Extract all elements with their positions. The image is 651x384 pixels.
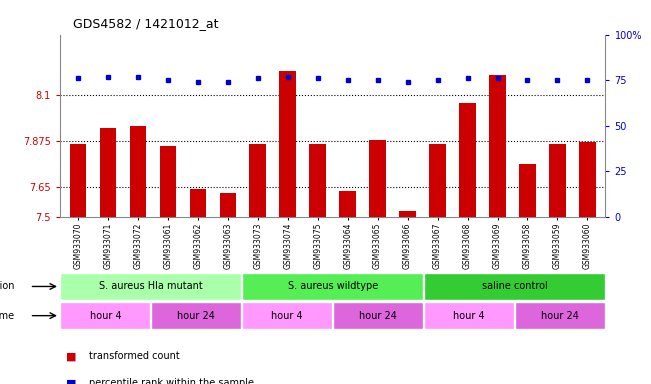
Bar (159, 146, 176, 217)
Text: saline control: saline control (482, 281, 547, 291)
Bar (339, 190, 356, 217)
Bar (242, 273, 423, 300)
Text: percentile rank within the sample: percentile rank within the sample (89, 378, 254, 384)
Bar (579, 142, 596, 217)
Text: hour 24: hour 24 (541, 311, 579, 321)
Text: transformed count: transformed count (89, 351, 180, 361)
Bar (490, 75, 506, 217)
Bar (429, 144, 446, 217)
Bar (333, 302, 423, 329)
Bar (61, 302, 150, 329)
Text: hour 4: hour 4 (453, 311, 485, 321)
Bar (424, 302, 514, 329)
Text: time: time (0, 311, 14, 321)
Bar (515, 302, 605, 329)
Text: infection: infection (0, 281, 14, 291)
Bar (549, 144, 566, 217)
Bar (279, 71, 296, 217)
Text: ■: ■ (66, 351, 77, 361)
Bar (424, 273, 605, 300)
Text: ■: ■ (66, 378, 77, 384)
Bar (152, 302, 241, 329)
Bar (249, 144, 266, 217)
Text: hour 4: hour 4 (271, 311, 303, 321)
Bar (399, 211, 416, 217)
Bar (70, 144, 86, 217)
Text: GDS4582 / 1421012_at: GDS4582 / 1421012_at (73, 17, 219, 30)
Bar (519, 164, 536, 217)
Text: hour 24: hour 24 (177, 311, 215, 321)
Bar (189, 189, 206, 217)
Bar (309, 144, 326, 217)
Bar (61, 273, 241, 300)
Bar (242, 302, 332, 329)
Bar (219, 193, 236, 217)
Text: hour 4: hour 4 (90, 311, 121, 321)
Bar (100, 128, 116, 217)
Bar (130, 126, 146, 217)
Text: S. aureus Hla mutant: S. aureus Hla mutant (99, 281, 202, 291)
Text: hour 24: hour 24 (359, 311, 397, 321)
Bar (460, 103, 476, 217)
Bar (369, 140, 386, 217)
Text: S. aureus wildtype: S. aureus wildtype (288, 281, 378, 291)
